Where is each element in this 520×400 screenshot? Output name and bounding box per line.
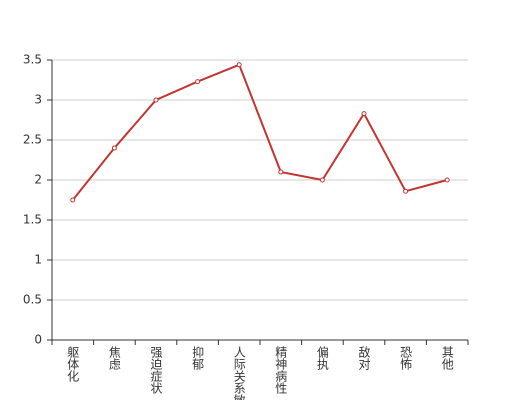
y-tick-label: 0 bbox=[34, 333, 42, 347]
x-tick-label: 其他 bbox=[440, 346, 454, 370]
x-tick-label: 焦虑 bbox=[107, 346, 121, 370]
x-tick-label: 敌对 bbox=[357, 345, 371, 370]
point bbox=[278, 169, 284, 175]
y-tick-label: 1 bbox=[34, 253, 42, 267]
point bbox=[361, 111, 367, 117]
x-tick-label: 恐怖 bbox=[399, 346, 413, 370]
line bbox=[72, 63, 448, 201]
y-tick-label: 0.5 bbox=[23, 293, 42, 307]
y-tick-label: 2 bbox=[34, 173, 42, 187]
point bbox=[444, 177, 450, 183]
y-tick-label: 2.5 bbox=[23, 133, 42, 147]
x-tick-label: 偏执 bbox=[315, 345, 329, 371]
x-tick-label: 精神病性 bbox=[274, 346, 288, 395]
point bbox=[319, 177, 325, 183]
point bbox=[195, 79, 201, 85]
y-tick-label: 1.5 bbox=[23, 213, 42, 227]
point bbox=[236, 62, 242, 68]
point bbox=[111, 145, 117, 151]
x-tick-label: 人际关系敏感 bbox=[232, 346, 246, 400]
point bbox=[153, 97, 159, 103]
point bbox=[403, 188, 409, 194]
point bbox=[70, 197, 76, 203]
x-tick-label: 强迫症状 bbox=[149, 346, 163, 394]
x-tick-label: 抑郁 bbox=[191, 345, 205, 371]
x-tick-label: 躯体化 bbox=[66, 345, 80, 383]
y-tick-label: 3 bbox=[34, 93, 42, 107]
y-tick-label: 3.5 bbox=[23, 53, 42, 67]
